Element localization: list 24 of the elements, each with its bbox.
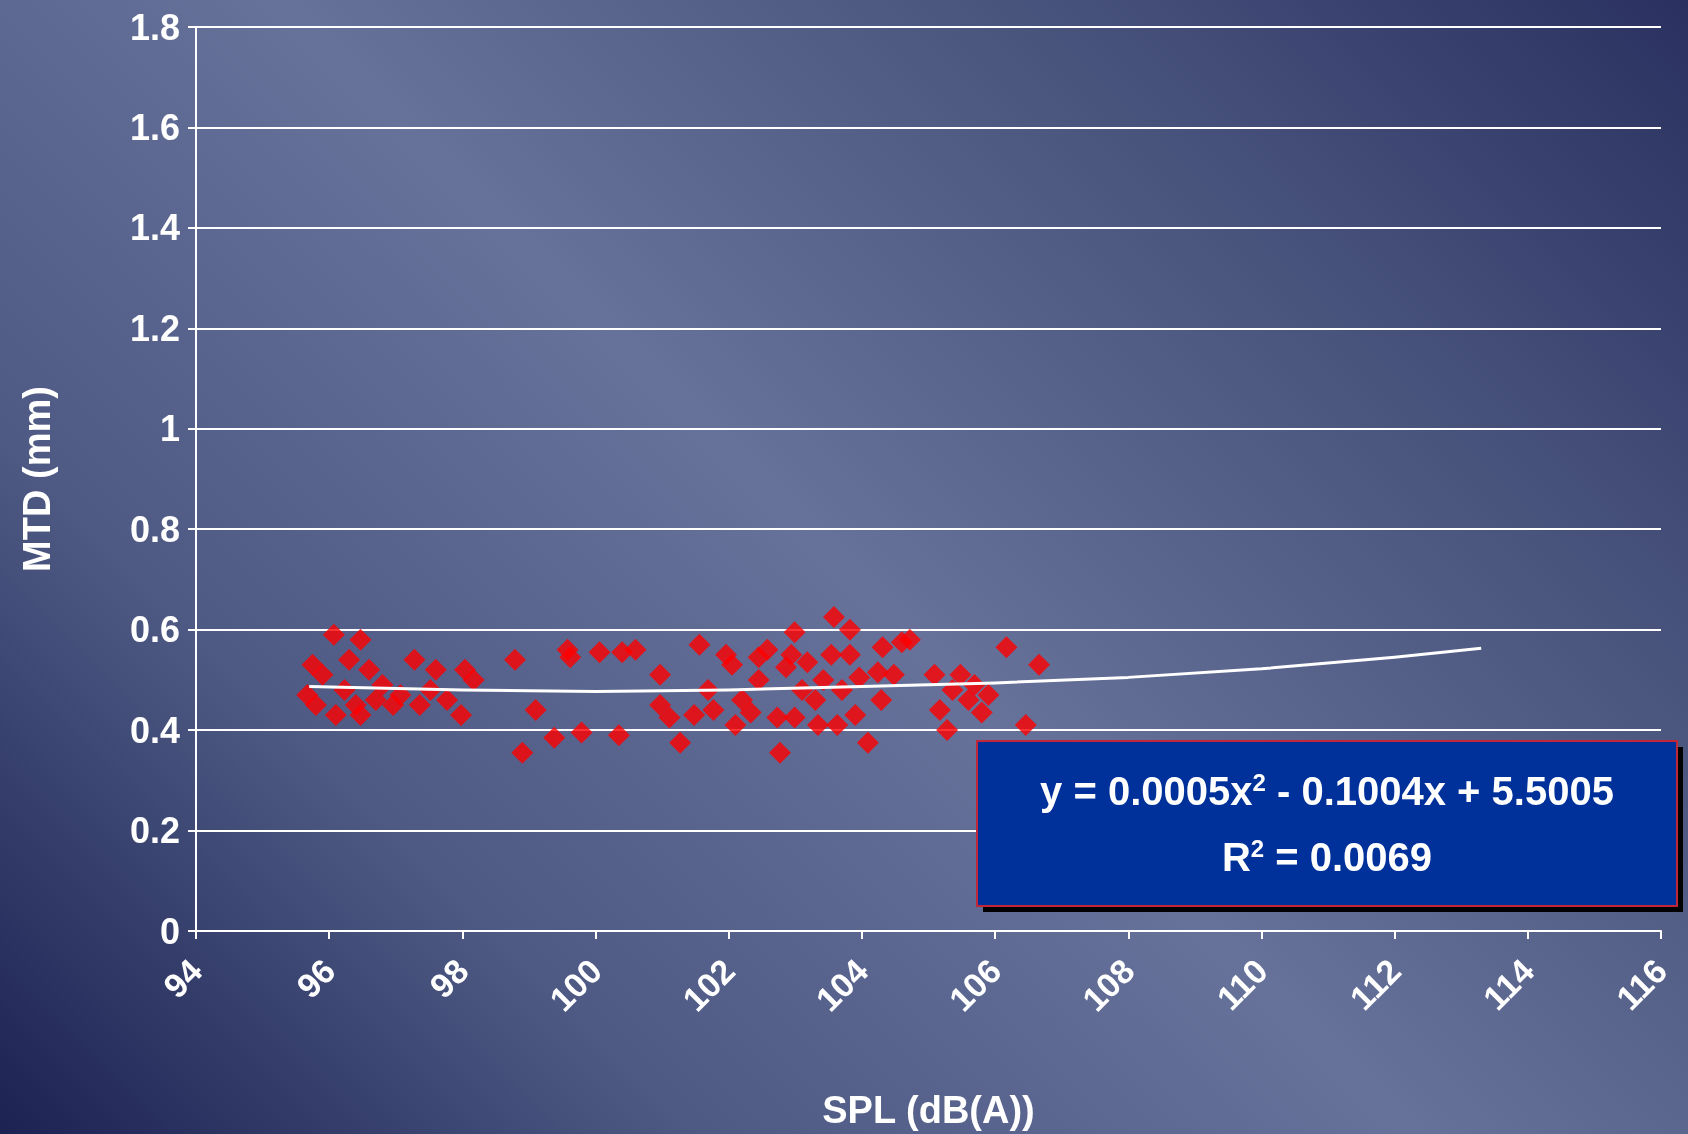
y-tick-label: 0 [159, 910, 180, 952]
x-tick-label: 114 [1475, 951, 1542, 1018]
x-tick-label: 100 [542, 951, 609, 1019]
x-tick-label: 96 [289, 951, 343, 1006]
y-tick-label: 1.4 [129, 207, 180, 249]
x-axis-title: SPL (dB(A)) [822, 1089, 1035, 1131]
y-tick-label: 1.2 [129, 307, 180, 349]
y-tick-label: 1.6 [129, 106, 180, 148]
y-tick-label: 1 [159, 408, 180, 450]
y-tick-label: 0.8 [129, 508, 180, 550]
y-axis-title: MTD (mm) [16, 386, 58, 572]
y-tick-label: 0.6 [129, 609, 180, 651]
y-tick-label: 0.4 [129, 709, 180, 751]
x-tick-label: 98 [422, 951, 476, 1006]
x-tick-label: 108 [1074, 951, 1142, 1019]
y-tick-label: 1.8 [129, 6, 180, 48]
y-tick-label: 0.2 [129, 810, 180, 852]
x-tick-label: 104 [808, 951, 876, 1019]
x-tick-label: 110 [1209, 951, 1275, 1018]
x-tick-label: 94 [155, 951, 210, 1006]
x-tick-label: 102 [675, 951, 743, 1019]
x-tick-label: 116 [1608, 951, 1675, 1018]
x-tick-label: 106 [941, 951, 1009, 1019]
x-tick-label: 112 [1342, 951, 1409, 1018]
